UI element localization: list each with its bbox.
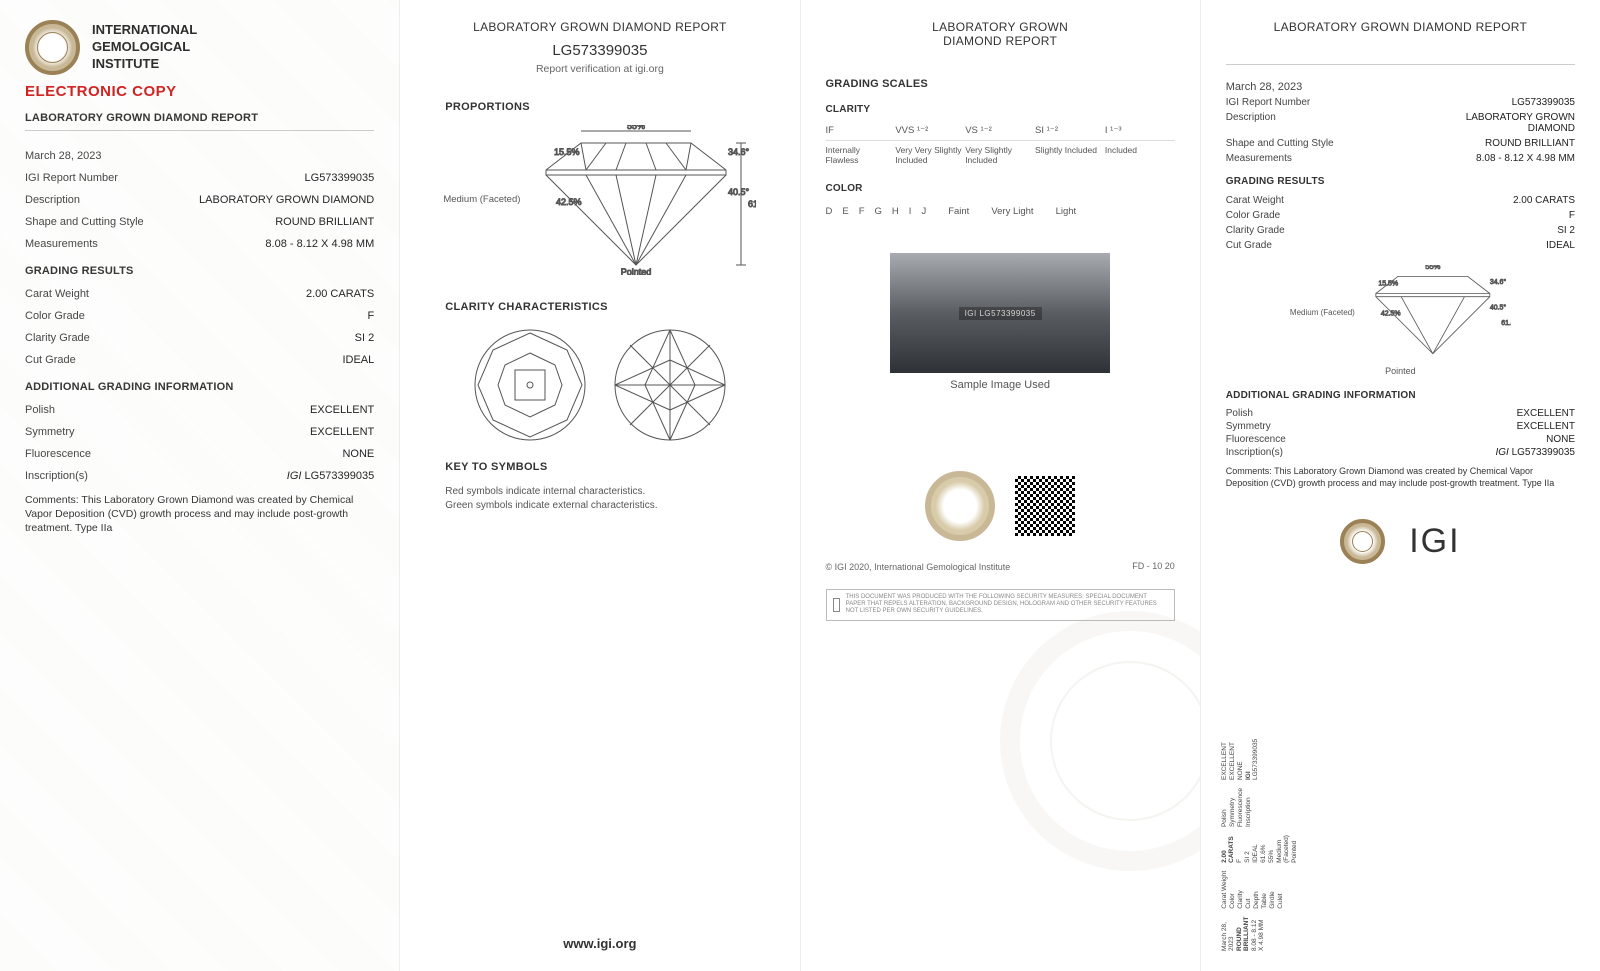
svg-text:61.6%: 61.6% (748, 199, 756, 209)
svg-text:34.6°: 34.6° (1490, 278, 1507, 286)
symmetry: EXCELLENT (310, 426, 374, 438)
clarity-names-row: Internally Flawless Very Very Slightly I… (826, 141, 1175, 169)
key-header: KEY TO SYMBOLS (445, 461, 774, 473)
lock-icon (833, 598, 840, 612)
clarity-top-view-icon (470, 325, 590, 445)
polish: EXCELLENT (310, 404, 374, 416)
watermark-seal-icon (1000, 611, 1201, 871)
report-number-big: LG573399035 (425, 42, 774, 59)
key-red: Red symbols indicate internal characteri… (445, 485, 774, 499)
shape-label: Shape and Cutting Style (25, 216, 144, 228)
date-value: March 28, 2023 (25, 150, 101, 162)
girdle-label: Medium (Faceted) (443, 194, 520, 205)
clarity-bottom-view-icon (610, 325, 730, 445)
diamond-profile-diagram: 55% 15.5% 42.5% 34.6° 40.5° 61.6% Pointe… (526, 125, 756, 275)
laser-inscription: IGI LG573399035 (959, 307, 1042, 320)
svg-text:15.5%: 15.5% (1378, 280, 1398, 287)
svg-text:40.5°: 40.5° (728, 187, 750, 197)
panel-report-details: INTERNATIONAL GEMOLOGICAL INSTITUTE ELEC… (0, 0, 400, 971)
grading-scales-header: GRADING SCALES (826, 78, 1175, 90)
color-scale-row: DEFGHIJFaintVery LightLight (826, 200, 1175, 223)
proportions-header: PROPORTIONS (445, 101, 774, 113)
report-number: LG573399035 (305, 172, 375, 184)
cut: IDEAL (342, 354, 374, 366)
cut-label: Cut Grade (25, 354, 76, 366)
fluorescence: NONE (342, 448, 374, 460)
color: F (368, 310, 375, 322)
clarity-label: Clarity Grade (25, 332, 90, 344)
fd-code: FD - 10 20 (1132, 561, 1175, 571)
measurements: 8.08 - 8.12 X 4.98 MM (265, 238, 374, 250)
color-scale-header: COLOR (826, 183, 1175, 194)
svg-text:15.5%: 15.5% (554, 147, 580, 157)
report-number-label: IGI Report Number (25, 172, 118, 184)
svg-text:40.5°: 40.5° (1490, 303, 1507, 311)
igi-seal-icon (925, 471, 995, 541)
description-label: Description (25, 194, 80, 206)
description: LABORATORY GROWN DIAMOND (199, 194, 374, 206)
additional-header: ADDITIONAL GRADING INFORMATION (25, 381, 374, 393)
svg-text:55%: 55% (627, 125, 645, 131)
svg-text:42.5%: 42.5% (1381, 311, 1401, 318)
svg-text:Pointed: Pointed (621, 267, 652, 275)
copyright: © IGI 2020, International Gemological In… (826, 562, 1011, 572)
panel-summary: LABORATORY GROWN DIAMOND REPORT March 28… (1201, 0, 1600, 971)
comments-4: Comments: This Laboratory Grown Diamond … (1226, 465, 1575, 489)
carat: 2.00 CARATS (306, 288, 374, 300)
symmetry-label: Symmetry (25, 426, 75, 438)
sample-caption: Sample Image Used (826, 379, 1175, 391)
electronic-copy-label: ELECTRONIC COPY (25, 83, 374, 100)
measurements-label: Measurements (25, 238, 98, 250)
report-title-3: LABORATORY GROWN DIAMOND REPORT (826, 20, 1175, 48)
polish-label: Polish (25, 404, 55, 416)
institute-name-2: GEMOLOGICAL (92, 39, 197, 56)
igi-logo-small-icon (1340, 519, 1385, 564)
svg-text:55%: 55% (1425, 265, 1440, 271)
key-green: Green symbols indicate external characte… (445, 499, 774, 513)
clarity-char-header: CLARITY CHARACTERISTICS (445, 301, 774, 313)
carat-label: Carat Weight (25, 288, 89, 300)
panel-grading-scales: LABORATORY GROWN DIAMOND REPORT GRADING … (801, 0, 1201, 971)
qr-code-icon (1015, 476, 1075, 536)
shape: ROUND BRILLIANT (275, 216, 374, 228)
color-label: Color Grade (25, 310, 85, 322)
report-title: LABORATORY GROWN DIAMOND REPORT (25, 112, 374, 124)
date-value-4: March 28, 2023 (1226, 81, 1302, 93)
footer-url: www.igi.org (400, 936, 799, 951)
inscription-label: Inscription(s) (25, 470, 88, 482)
igi-wordmark: IGI (1409, 522, 1460, 561)
sample-inscription-image: IGI LG573399035 (890, 253, 1110, 373)
svg-text:42.5%: 42.5% (556, 197, 582, 207)
clarity: SI 2 (355, 332, 375, 344)
inscription: IGI LG573399035 (287, 470, 374, 482)
report-title-4: LABORATORY GROWN DIAMOND REPORT (1226, 20, 1575, 34)
report-title-2: LABORATORY GROWN DIAMOND REPORT (425, 20, 774, 34)
diamond-profile-mini-icon: 55% 15.5% 42.5% 34.6° 40.5° 61.6% (1361, 265, 1511, 360)
institute-name-1: INTERNATIONAL (92, 22, 197, 39)
svg-text:61.6%: 61.6% (1501, 320, 1511, 327)
verify-text: Report verification at igi.org (425, 63, 774, 75)
grading-results-header: GRADING RESULTS (25, 265, 374, 277)
fluorescence-label: Fluorescence (25, 448, 91, 460)
igi-logo-seal-icon (25, 20, 80, 75)
clarity-codes-row: IF VVS ¹⁻² VS ¹⁻² SI ¹⁻² I ¹⁻³ (826, 121, 1175, 141)
clarity-scale-header: CLARITY (826, 104, 1175, 115)
svg-text:34.6°: 34.6° (728, 147, 750, 157)
institute-name-3: INSTITUTE (92, 56, 197, 73)
comments: Comments: This Laboratory Grown Diamond … (25, 493, 374, 536)
panel-proportions: LABORATORY GROWN DIAMOND REPORT LG573399… (400, 0, 800, 971)
